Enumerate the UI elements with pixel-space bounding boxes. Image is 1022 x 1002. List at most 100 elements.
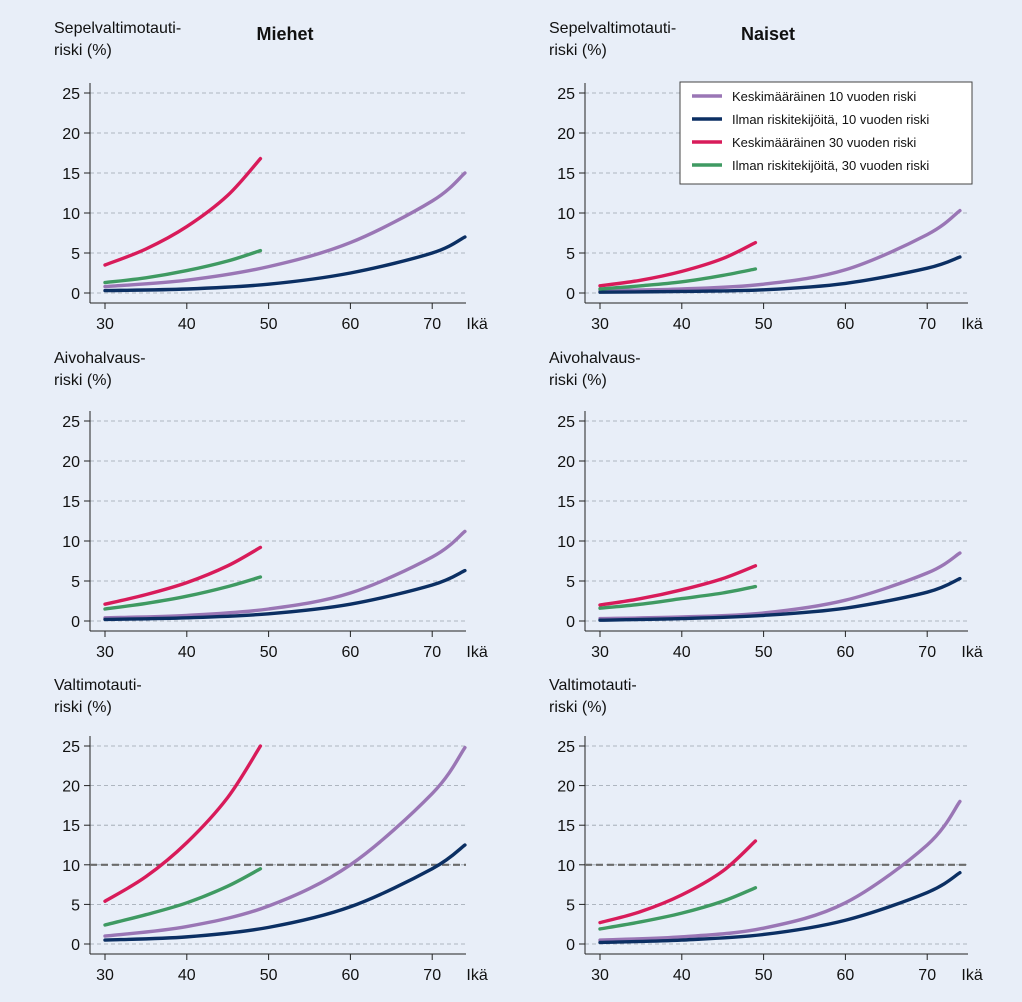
- legend-box: [679, 81, 973, 185]
- y-axis-label-line: Valtimotauti-: [549, 677, 637, 694]
- series-line: [598, 576, 962, 622]
- y-tick-label: 0: [566, 937, 575, 954]
- series-line: [598, 839, 758, 925]
- x-tick-label: 60: [837, 644, 855, 661]
- x-tick-label: 40: [673, 316, 691, 333]
- y-axis-label: Sepelvaltimotauti-riski (%): [54, 20, 181, 59]
- x-tick-label: 60: [837, 967, 855, 984]
- y-axis-label: Aivohalvaus-riski (%): [54, 350, 146, 389]
- y-tick-label: 25: [557, 86, 575, 103]
- x-tick-label: 40: [673, 967, 691, 984]
- y-tick-label: 5: [71, 246, 80, 263]
- x-tick-label: 60: [342, 316, 360, 333]
- x-axis-label: Ikä: [961, 644, 982, 661]
- y-tick-label: 15: [557, 494, 575, 511]
- series-line: [103, 529, 467, 620]
- y-tick-label: 0: [71, 286, 80, 303]
- y-tick-label: 15: [62, 166, 80, 183]
- series-line: [103, 843, 467, 942]
- y-tick-label: 10: [62, 206, 80, 223]
- x-tick-label: 30: [96, 967, 114, 984]
- y-axis-label-line: riski (%): [549, 42, 607, 59]
- y-tick-label: 10: [557, 206, 575, 223]
- y-tick-label: 15: [62, 818, 80, 835]
- series-line: [598, 564, 758, 607]
- x-tick-label: 50: [755, 644, 773, 661]
- y-tick-label: 10: [557, 858, 575, 875]
- series-line: [598, 886, 758, 931]
- legend: Keskimääräinen 10 vuoden riski Ilman risk…: [679, 81, 973, 185]
- series-line: [103, 867, 263, 927]
- series-line: [103, 545, 263, 606]
- y-tick-label: 15: [557, 166, 575, 183]
- series-line: [598, 584, 758, 610]
- x-tick-label: 50: [260, 967, 278, 984]
- legend-label: Keskimääräinen 30 vuoden riski: [732, 135, 916, 150]
- legend-label: Ilman riskitekijöitä, 30 vuoden riski: [732, 158, 929, 173]
- x-tick-label: 50: [755, 967, 773, 984]
- y-axis-label-line: Sepelvaltimotauti-: [549, 20, 676, 37]
- y-tick-label: 0: [71, 614, 80, 631]
- y-tick-label: 20: [62, 454, 80, 471]
- panel-3: Aivohalvaus-riski (%) 0 5 10 15 20 25 30 40 50 60 7…: [54, 350, 488, 661]
- y-tick-label: 25: [62, 739, 80, 756]
- y-axis-label: Sepelvaltimotauti-riski (%): [549, 20, 676, 59]
- panel-4: Aivohalvaus-riski (%) 0 5 10 15 20 25 30 40 50 60 7…: [549, 350, 983, 661]
- y-tick-label: 5: [71, 574, 80, 591]
- x-tick-label: 40: [178, 316, 196, 333]
- group-title-miehet: Miehet: [256, 24, 313, 44]
- x-tick-label: 50: [260, 644, 278, 661]
- y-tick-label: 25: [557, 414, 575, 431]
- legend-label: Keskimääräinen 10 vuoden riski: [732, 89, 916, 104]
- series-line: [103, 156, 263, 267]
- y-tick-label: 10: [62, 858, 80, 875]
- y-axis-label-line: Sepelvaltimotauti-: [54, 20, 181, 37]
- y-tick-label: 15: [557, 818, 575, 835]
- x-tick-label: 40: [673, 644, 691, 661]
- y-tick-label: 15: [62, 494, 80, 511]
- series-line: [103, 248, 263, 285]
- y-axis-label-line: riski (%): [549, 699, 607, 716]
- y-tick-label: 10: [62, 534, 80, 551]
- x-axis-label: Ikä: [961, 967, 982, 984]
- series-line: [598, 255, 962, 294]
- y-tick-label: 0: [566, 286, 575, 303]
- group-title-naiset: Naiset: [741, 24, 795, 44]
- y-axis-label: Aivohalvaus-riski (%): [549, 350, 641, 389]
- y-axis-label-line: Valtimotauti-: [54, 677, 142, 694]
- series-line: [598, 208, 962, 293]
- y-axis-label-line: riski (%): [54, 372, 112, 389]
- y-tick-label: 0: [566, 614, 575, 631]
- x-tick-label: 70: [918, 967, 936, 984]
- y-axis-label: Valtimotauti-riski (%): [54, 677, 142, 716]
- y-axis-label-line: riski (%): [54, 42, 112, 59]
- x-tick-label: 70: [918, 316, 936, 333]
- y-tick-label: 25: [557, 739, 575, 756]
- x-tick-label: 60: [342, 644, 360, 661]
- y-tick-label: 20: [557, 126, 575, 143]
- y-tick-label: 20: [557, 779, 575, 796]
- y-tick-label: 5: [566, 574, 575, 591]
- x-tick-label: 30: [96, 316, 114, 333]
- series-line: [103, 575, 263, 611]
- legend-label: Ilman riskitekijöitä, 10 vuoden riski: [732, 112, 929, 127]
- x-tick-label: 70: [918, 644, 936, 661]
- y-tick-label: 10: [557, 534, 575, 551]
- y-axis-label-line: riski (%): [549, 372, 607, 389]
- series-line: [103, 745, 467, 938]
- y-tick-label: 20: [62, 126, 80, 143]
- panel-1: Sepelvaltimotauti-riski (%) 0 5 10 15 20 25 30 4…: [54, 20, 488, 333]
- x-tick-label: 60: [342, 967, 360, 984]
- y-tick-label: 25: [62, 86, 80, 103]
- y-tick-label: 20: [62, 779, 80, 796]
- x-tick-label: 40: [178, 967, 196, 984]
- x-tick-label: 30: [96, 644, 114, 661]
- series-line: [598, 799, 962, 942]
- y-tick-label: 5: [71, 897, 80, 914]
- series-line: [598, 240, 758, 288]
- x-axis-label: Ikä: [961, 316, 982, 333]
- y-axis-label-line: Aivohalvaus-: [549, 350, 641, 367]
- series-line: [103, 171, 467, 289]
- x-axis-label: Ikä: [466, 644, 487, 661]
